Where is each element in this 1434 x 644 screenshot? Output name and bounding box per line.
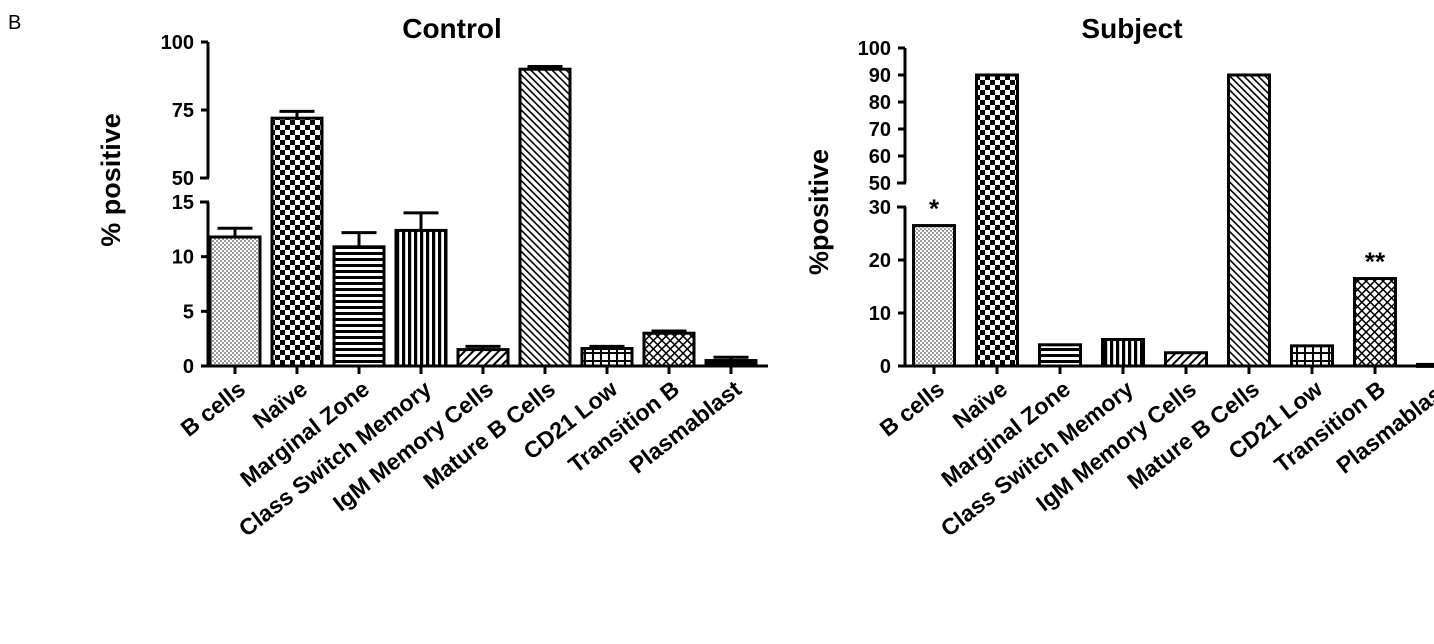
control-y-tick-label: 50 (172, 168, 194, 190)
subject-significance-marker: * (929, 194, 940, 224)
control-bar-b-cells (208, 235, 262, 368)
subject-significance-marker: ** (1365, 247, 1386, 277)
control-y-tick-label: 0 (183, 356, 194, 378)
control-y-tick-label: 75 (172, 100, 194, 122)
subject-y-tick-label: 70 (869, 119, 891, 141)
subject-y-tick-label: 10 (869, 303, 891, 325)
panel-letter: B (8, 12, 22, 34)
control-bar-marginal-zone (332, 245, 386, 368)
subject-y-tick-label: 90 (869, 65, 891, 87)
control-bar-plasmablast (704, 359, 758, 368)
control-y-axis-label: % positive (96, 113, 126, 247)
control-chart-title: Control (402, 13, 502, 44)
subject-y-tick-label: 30 (869, 197, 891, 219)
subject-bar-mature-b-cells (1227, 73, 1271, 368)
subject-y-axis-label: %positive (804, 149, 834, 275)
subject-y-tick-label: 50 (869, 173, 891, 195)
subject-bar-class-switch-memory (1101, 338, 1145, 368)
subject-bar-plasmablast (1416, 362, 1434, 368)
control-bar-class-switch-memory (394, 228, 448, 368)
subject-bar-na-ve (975, 73, 1019, 368)
subject-y-tick-label: 100 (858, 38, 891, 60)
control-bar-cd21-low (580, 347, 634, 368)
subject-bar-b-cells (912, 224, 956, 368)
subject-y-tick-label: 0 (880, 356, 891, 378)
control-bar-transition-b (642, 331, 696, 368)
control-y-tick-label: 5 (183, 301, 194, 323)
control-y-tick-label: 15 (172, 192, 194, 214)
control-x-tick-label-b-cells: B cells (176, 375, 250, 441)
control-bar-na-ve (270, 116, 324, 368)
subject-y-tick-label: 80 (869, 92, 891, 114)
subject-y-tick-label: 20 (869, 250, 891, 272)
control-bar-igm-memory-cells (456, 348, 510, 368)
subject-bar-marginal-zone (1038, 343, 1082, 368)
control-bar-mature-b-cells (518, 67, 572, 368)
subject-chart-title: Subject (1081, 13, 1182, 44)
subject-bar-igm-memory-cells (1164, 351, 1208, 368)
subject-bar-cd21-low (1290, 344, 1334, 368)
control-y-tick-label: 100 (161, 32, 194, 54)
subject-x-tick-label-b-cells: B cells (875, 375, 949, 441)
subject-bar-transition-b (1353, 277, 1397, 368)
subject-y-tick-label: 60 (869, 146, 891, 168)
control-y-tick-label: 10 (172, 247, 194, 269)
